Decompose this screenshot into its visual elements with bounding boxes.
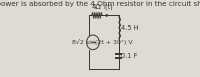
Text: i(t): i(t) [104, 4, 114, 10]
Text: How much power is absorbed by the 4 Ohm resistor in the circuit shown below?: How much power is absorbed by the 4 Ohm … [0, 1, 200, 7]
Text: −: − [90, 39, 96, 48]
Text: 4.5 H: 4.5 H [121, 25, 139, 31]
Text: 4Ω: 4Ω [92, 4, 102, 10]
Text: 8√2 sin(2t + 30°) V: 8√2 sin(2t + 30°) V [72, 39, 132, 45]
Text: 0.1 F: 0.1 F [121, 53, 138, 59]
